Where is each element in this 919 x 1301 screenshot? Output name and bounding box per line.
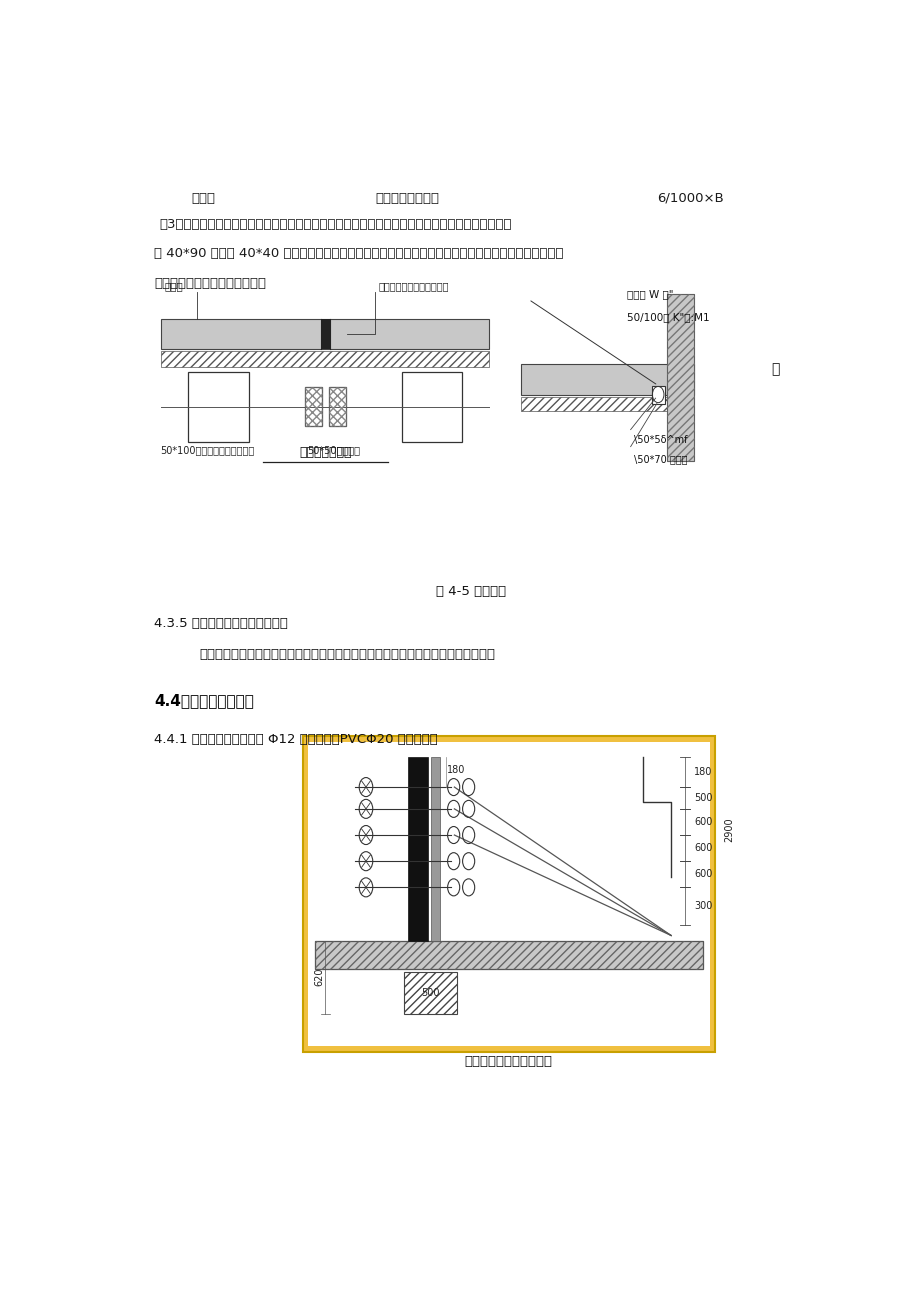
Text: 娱新田 W 喇": 娱新田 W 喇" (627, 289, 673, 299)
Bar (430, 757, 439, 941)
Text: 600: 600 (693, 843, 711, 853)
Bar (314, 941, 702, 968)
Text: 50/100方 K"与:M1: 50/100方 K"与:M1 (627, 312, 709, 323)
Text: 顶馍板拼缝处理: 顶馍板拼缝处理 (299, 446, 351, 459)
Bar (408, 757, 427, 941)
Text: 300: 300 (693, 902, 711, 912)
Text: 图 4-5 拼缝处理: 图 4-5 拼缝处理 (436, 585, 506, 598)
Bar (304, 388, 322, 425)
Text: 500: 500 (421, 987, 439, 998)
Text: 180: 180 (693, 768, 711, 777)
Bar (161, 320, 489, 350)
Bar (329, 388, 346, 425)
Bar (154, 285, 496, 471)
Bar (329, 388, 346, 425)
Text: \50*70 方能均: \50*70 方能均 (633, 454, 687, 464)
Text: 4.4模板支设细部做法: 4.4模板支设细部做法 (154, 693, 254, 709)
Text: 所有悬挑板均起拱: 所有悬挑板均起拱 (375, 191, 438, 204)
Text: \50*5δ^mf: \50*5δ^mf (633, 435, 687, 445)
Text: 木配合加固密封，如下图所示。: 木配合加固密封，如下图所示。 (154, 277, 266, 290)
Text: 木胶板: 木胶板 (164, 281, 183, 291)
Bar (666, 294, 693, 461)
Text: 4.4.1 标准层螺杆采用普通 Φ12 穿墙螺杆（PVCΦ20 做套管）；: 4.4.1 标准层螺杆采用普通 Φ12 穿墙螺杆（PVCΦ20 做套管）； (154, 732, 437, 745)
Text: 标准层外墙模板支设节点: 标准层外墙模板支设节点 (464, 1055, 552, 1068)
Text: 4.3.5 顶板预留洞、降板模板安装: 4.3.5 顶板预留洞、降板模板安装 (154, 618, 288, 631)
Text: 悬挑梁: 悬挑梁 (191, 191, 215, 204)
Bar (161, 351, 489, 367)
Text: 。: 。 (770, 363, 778, 376)
Bar (304, 388, 322, 425)
Bar (521, 285, 799, 471)
Text: 50*50方钢龙骨: 50*50方钢龙骨 (307, 446, 360, 455)
Text: 模板拼缝处，用海绵条密闭: 模板拼缝处，用海绵条密闭 (379, 281, 448, 291)
Bar (307, 742, 709, 1046)
Bar (321, 320, 329, 350)
Bar (521, 397, 693, 411)
Text: 600: 600 (693, 869, 711, 879)
Bar (402, 372, 461, 441)
Bar (521, 364, 693, 394)
Bar (303, 736, 714, 1051)
Text: （3）拼缝细部处理：顶板模板拼缝处设置海绵胶条防治漏浆，次龙骨与板缝方向一致时板缝下部设: （3）拼缝细部处理：顶板模板拼缝处设置海绵胶条防治漏浆，次龙骨与板缝方向一致时板… (159, 217, 511, 230)
Text: 50*100方木，与顶板模板钉拼: 50*100方木，与顶板模板钉拼 (160, 446, 254, 455)
Text: 核对蓝图中各专业预留洞尺寸、位置及数量，在顶板钢筋绑扎前安装预留洞口模板。: 核对蓝图中各专业预留洞尺寸、位置及数量，在顶板钢筋绑扎前安装预留洞口模板。 (199, 648, 494, 661)
Bar (314, 941, 702, 968)
Text: 2900: 2900 (724, 817, 733, 842)
Text: 600: 600 (693, 817, 711, 827)
Text: 180: 180 (447, 765, 465, 775)
Bar (651, 385, 664, 403)
Bar (404, 972, 456, 1013)
Text: 500: 500 (693, 794, 711, 803)
Text: 置 40*90 方木与 40*40 方钢管搭配使用，防止产生错台；顶板与梁、墙柱阴角部位拼缝采用海绵条与方: 置 40*90 方木与 40*40 方钢管搭配使用，防止产生错台；顶板与梁、墙柱… (154, 247, 563, 260)
Bar (188, 372, 249, 441)
Text: 6/1000×B: 6/1000×B (656, 191, 723, 204)
Text: 620: 620 (313, 968, 323, 986)
Bar (666, 294, 693, 461)
